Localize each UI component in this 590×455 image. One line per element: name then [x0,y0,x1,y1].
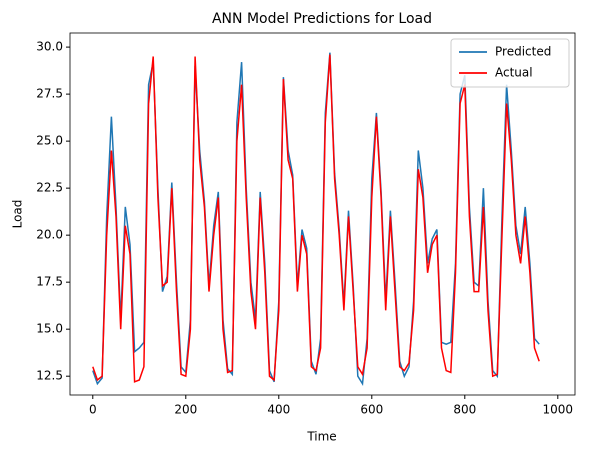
y-tick-label: 12.5 [36,369,63,383]
y-tick-label: 27.5 [36,87,63,101]
y-tick-label: 17.5 [36,275,63,289]
y-tick-label: 20.0 [36,228,63,242]
legend-box [450,38,570,88]
y-tick-label: 25.0 [36,134,63,148]
x-tick-label: 200 [174,403,197,417]
y-axis-label: Load [11,200,25,229]
x-tick-label: 400 [267,403,290,417]
y-tick-label: 30.0 [36,40,63,54]
line-series [92,52,540,386]
x-tick-label: 600 [360,403,383,417]
plot-frame [69,32,576,396]
x-tick-label: 1000 [543,403,574,417]
x-axis-label: Time [306,430,336,444]
x-tick-label: 800 [453,403,476,417]
y-tick-label: 22.5 [36,181,63,195]
legend-label: Predicted [495,45,551,59]
x-tick-label: 0 [89,403,97,417]
chart-title: ANN Model Predictions for Load [212,11,432,27]
y-tick-label: 15.0 [36,322,63,336]
legend-label: Actual [495,66,533,80]
